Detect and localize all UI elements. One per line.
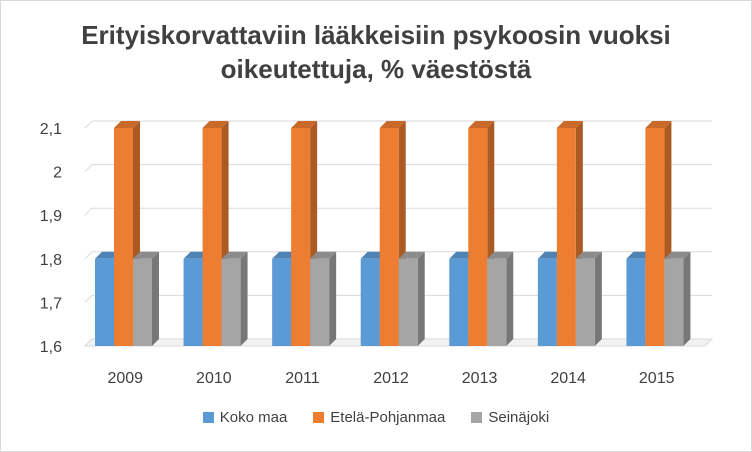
legend-swatch-seinajoki <box>471 412 483 423</box>
bar <box>95 258 114 346</box>
bar <box>487 258 507 346</box>
x-tick-label: 2013 <box>462 370 498 387</box>
legend: Koko maa Etelä-Pohjanmaa Seinäjoki <box>0 409 752 426</box>
bar-side <box>506 251 514 346</box>
chart-title-line-1: Erityiskorvattaviin lääkkeisiin psykoosi… <box>81 20 671 50</box>
bar-side <box>240 251 248 346</box>
bar <box>133 258 152 346</box>
bar <box>468 128 488 346</box>
bar-top <box>291 121 318 128</box>
bar <box>398 258 418 346</box>
x-tick-label: 2010 <box>196 370 232 387</box>
x-tick-label: 2009 <box>107 370 143 387</box>
bar <box>664 258 684 346</box>
legend-label-koko-maa: Koko maa <box>219 409 288 426</box>
gridline-side <box>84 120 93 129</box>
bar-top <box>468 121 495 128</box>
bar <box>379 128 399 346</box>
bar-top <box>114 121 140 128</box>
bar <box>310 258 330 346</box>
bar-side <box>329 251 337 346</box>
bar <box>183 258 203 346</box>
bar <box>645 128 665 346</box>
gridline-side <box>84 251 93 260</box>
y-tick-label: 1,8 <box>40 252 62 269</box>
bar-side <box>683 251 691 346</box>
legend-label-etela-pohjanmaa: Etelä-Pohjanmaa <box>330 409 446 426</box>
bar <box>202 128 222 346</box>
bar <box>114 128 133 346</box>
chart-title: Erityiskorvattaviin lääkkeisiin psykoosi… <box>0 18 752 86</box>
bar-top <box>202 121 229 128</box>
gridline-side <box>84 207 93 216</box>
y-tick-label: 2 <box>53 165 62 182</box>
bar <box>360 258 380 346</box>
bar-side <box>417 251 425 346</box>
bar <box>272 258 292 346</box>
bar-top <box>398 251 425 259</box>
x-tick-label: 2014 <box>550 370 586 387</box>
bar-top <box>556 121 583 128</box>
x-tick-label: 2011 <box>285 370 320 387</box>
bar <box>537 258 557 346</box>
y-tick-label: 1,7 <box>40 295 62 312</box>
y-tick-label: 1,6 <box>40 339 62 356</box>
bar <box>221 258 241 346</box>
y-tick-label: 1,9 <box>40 208 62 225</box>
bar <box>575 258 595 346</box>
bar-top <box>575 251 602 259</box>
gridline-side <box>84 295 93 303</box>
chart-title-line-2: oikeutettuja, % väestöstä <box>220 54 532 84</box>
bar <box>556 128 576 346</box>
bar-top <box>487 251 514 259</box>
bar <box>449 258 469 346</box>
bar-top <box>645 121 672 128</box>
y-tick-label: 2,1 <box>40 121 62 138</box>
legend-label-seinajoki: Seinäjoki <box>488 409 550 426</box>
bar-top <box>133 251 159 259</box>
bar-top <box>379 121 406 128</box>
legend-item-koko-maa: Koko maa <box>202 409 288 426</box>
bar-side <box>152 251 159 346</box>
legend-item-etela-pohjanmaa: Etelä-Pohjanmaa <box>313 409 445 426</box>
x-tick-label: 2012 <box>373 370 409 387</box>
bar-side <box>594 251 602 346</box>
x-tick-label: 2015 <box>639 370 675 387</box>
bar <box>626 258 646 346</box>
bar-top <box>664 251 691 259</box>
legend-swatch-etela-pohjanmaa <box>313 412 325 423</box>
bar-top <box>310 251 337 259</box>
gridline-side <box>84 164 93 172</box>
bar-top <box>221 251 248 259</box>
bar <box>291 128 311 346</box>
legend-item-seinajoki: Seinäjoki <box>471 409 549 426</box>
legend-swatch-koko-maa <box>202 412 214 423</box>
